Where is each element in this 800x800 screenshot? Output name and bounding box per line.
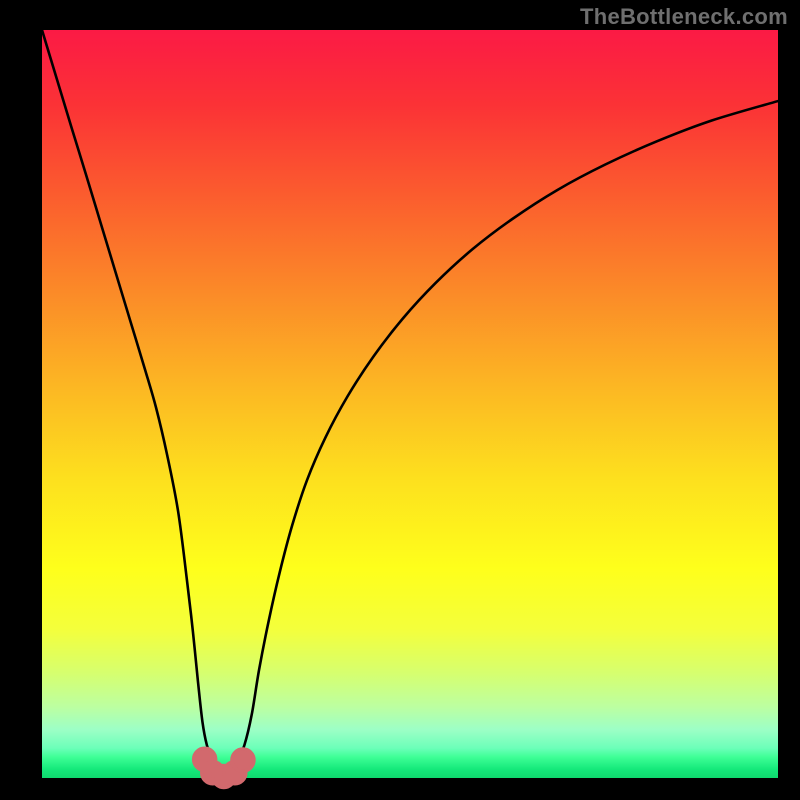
valley-marker-4: [232, 749, 254, 771]
chart-gradient-background: [42, 30, 778, 778]
watermark-text: TheBottleneck.com: [580, 4, 788, 30]
bottleneck-chart: [0, 0, 800, 800]
